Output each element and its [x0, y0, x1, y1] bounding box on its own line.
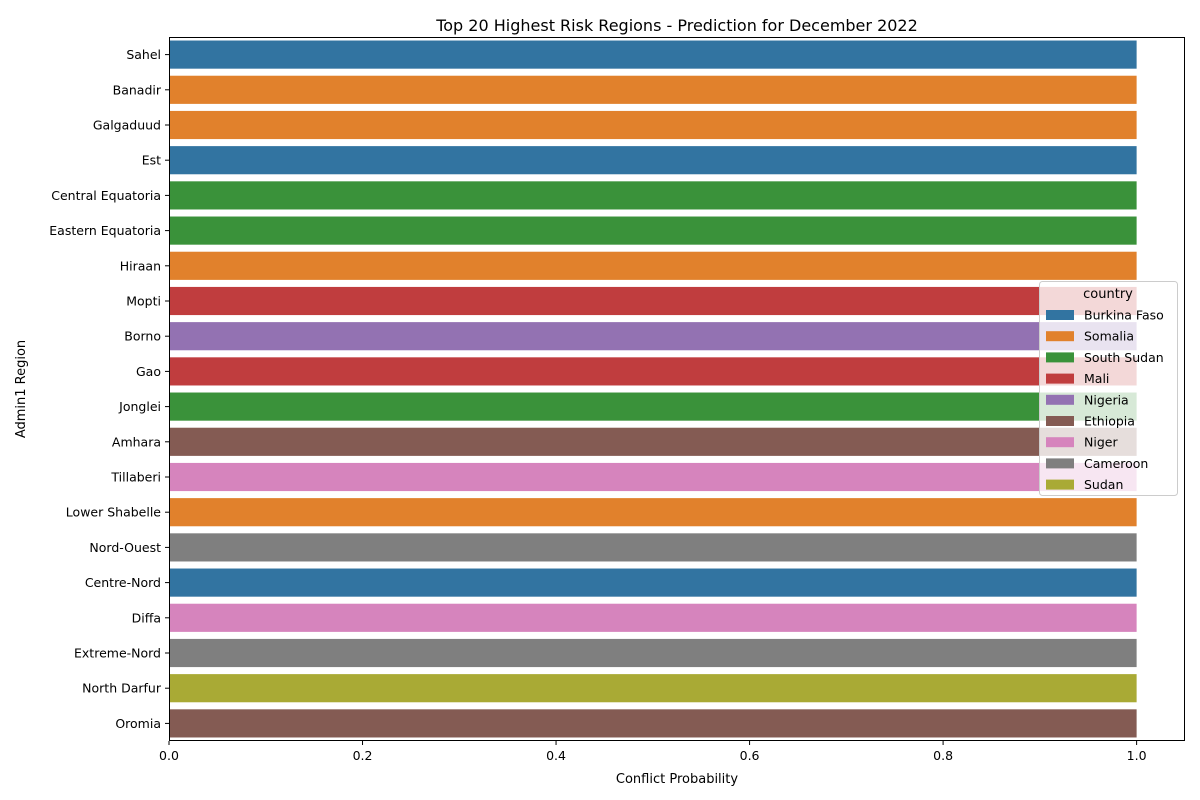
legend-label: Ethiopia: [1084, 414, 1135, 429]
y-tick-label: Sahel: [126, 47, 161, 62]
bar-diffa: [169, 603, 1137, 632]
bar-mopti: [169, 286, 1137, 316]
y-tick-label: Amhara: [112, 434, 161, 449]
y-tick-label: Hiraan: [120, 258, 161, 273]
legend-label: Nigeria: [1084, 392, 1129, 407]
x-tick-label: 0.0: [159, 748, 179, 763]
legend-swatch: [1046, 416, 1074, 426]
legend-swatch: [1046, 373, 1074, 384]
legend-swatch: [1046, 394, 1074, 405]
legend-swatch: [1046, 437, 1074, 448]
chart-title: Top 20 Highest Risk Regions - Prediction…: [435, 16, 918, 35]
legend-swatch: [1046, 331, 1074, 342]
y-tick-label: Extreme-Nord: [74, 646, 161, 661]
y-tick-label: Borno: [124, 329, 161, 344]
bar-gao: [169, 357, 1137, 386]
y-axis-ticks: Sahel Banadir Galgaduud Est Central Equatori…: [49, 47, 169, 731]
y-tick-label: Lower Shabelle: [66, 505, 162, 520]
y-tick-label: Gao: [136, 364, 161, 379]
bar-oromia: [169, 709, 1137, 738]
bars-group: [169, 40, 1137, 738]
y-tick-label: Diffa: [132, 610, 161, 625]
legend-label: Cameroon: [1084, 456, 1148, 471]
legend: country Burkina Faso Somalia South Sudan Ma…: [1039, 281, 1178, 496]
legend-items: Burkina Faso Somalia South Sudan Mali Nigeri…: [1046, 308, 1164, 492]
bar-north-darfur: [169, 674, 1137, 703]
y-tick-label: Jonglei: [118, 399, 161, 414]
x-tick-label: 0.4: [546, 748, 566, 763]
legend-swatch: [1046, 479, 1074, 490]
y-tick-label: Oromia: [115, 716, 161, 731]
legend-label: Burkina Faso: [1084, 308, 1164, 323]
bar-tillaberi: [169, 462, 1137, 492]
legend-swatch: [1046, 352, 1074, 363]
bar-centre-nord: [169, 568, 1137, 597]
bar-sahel: [169, 40, 1137, 69]
bar-eastern-equatoria: [169, 216, 1137, 245]
legend-label: Mali: [1084, 371, 1109, 386]
bar-hiraan: [169, 251, 1137, 280]
bar-nord-ouest: [169, 533, 1137, 562]
y-tick-label: Mopti: [126, 294, 161, 309]
bar-lower-shabelle: [169, 498, 1137, 527]
x-tick-label: 0.8: [933, 748, 953, 763]
y-axis-label: Admin1 Region: [14, 340, 29, 438]
legend-label: Somalia: [1084, 329, 1134, 344]
y-tick-label: Eastern Equatoria: [49, 223, 161, 238]
y-tick-label: Banadir: [113, 82, 162, 97]
y-tick-label: Centre-Nord: [85, 575, 161, 590]
y-tick-label: Tillaberi: [110, 470, 161, 485]
y-tick-label: Nord-Ouest: [89, 540, 161, 555]
bar-banadir: [169, 75, 1137, 104]
legend-label: Sudan: [1084, 477, 1123, 492]
y-tick-label: Central Equatoria: [51, 188, 161, 203]
x-axis-ticks: 0.0 0.2 0.4 0.6 0.8 1.0: [159, 741, 1147, 763]
bar-est: [169, 146, 1137, 175]
bar-central-equatoria: [169, 181, 1137, 210]
bar-jonglei: [169, 392, 1137, 421]
legend-swatch: [1046, 458, 1074, 469]
legend-swatch: [1046, 310, 1074, 320]
y-tick-label: North Darfur: [82, 681, 162, 696]
bar-extreme-nord: [169, 638, 1137, 668]
x-tick-label: 0.2: [353, 748, 373, 763]
y-tick-label: Est: [142, 153, 161, 168]
legend-title: country: [1083, 287, 1133, 302]
bar-galgaduud: [169, 110, 1137, 140]
x-tick-label: 0.6: [740, 748, 760, 763]
y-tick-label: Galgaduud: [93, 118, 161, 133]
x-axis-label: Conflict Probability: [616, 772, 738, 787]
x-tick-label: 1.0: [1127, 748, 1147, 763]
legend-label: Niger: [1084, 435, 1118, 450]
legend-label: South Sudan: [1084, 350, 1164, 365]
bar-borno: [169, 322, 1137, 351]
bar-amhara: [169, 427, 1137, 456]
